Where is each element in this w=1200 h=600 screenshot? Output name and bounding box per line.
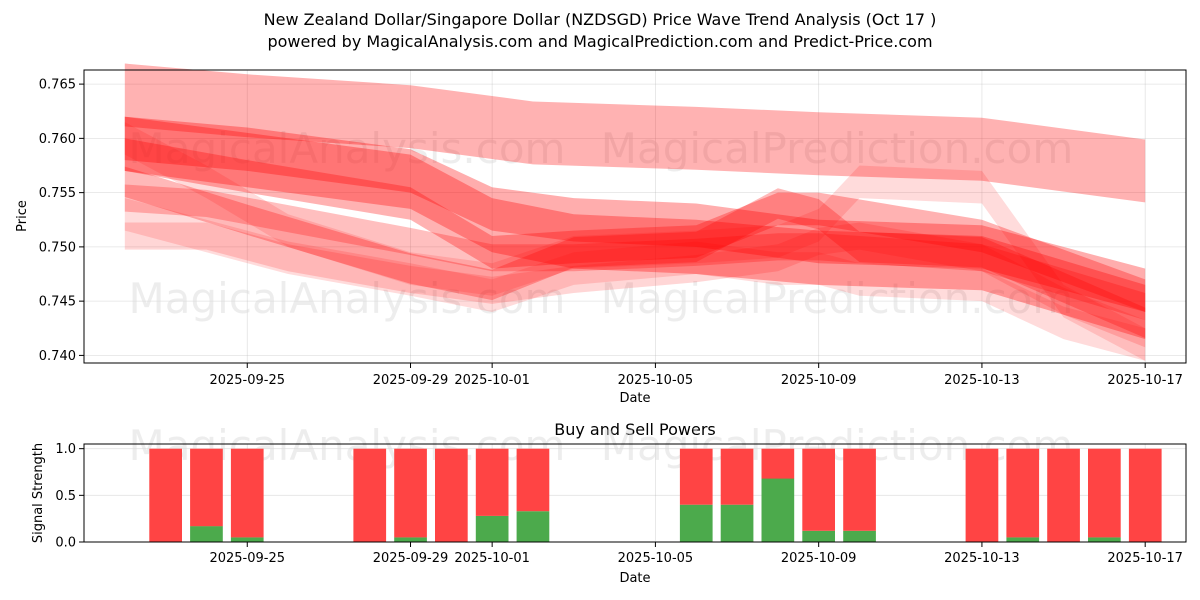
signal-x-tick-label: 2025-09-25 [209, 551, 285, 566]
sell-bar [435, 448, 468, 542]
sell-bar [761, 448, 795, 479]
sell-bar [679, 448, 713, 505]
price-wave-band-6 [124, 166, 1146, 338]
price-x-tick-label: 2025-10-17 [1107, 373, 1183, 388]
watermark-prediction-3: MagicalPrediction.com [601, 421, 1074, 470]
price-y-ticks: 0.740 0.745 0.750 0.755 0.760 0.765 [39, 78, 84, 364]
buy-bar [230, 537, 264, 542]
price-y-tick-label: 0.745 [39, 295, 76, 310]
signal-x-tick-label: 2025-09-29 [373, 551, 449, 566]
price-wave-band-7 [124, 122, 1146, 361]
sell-bar [720, 448, 754, 505]
buy-bar [679, 504, 713, 542]
signal-x-tick-label: 2025-10-09 [781, 551, 857, 566]
signal-watermarks: MagicalAnalysis.com MagicalPrediction.co… [129, 421, 1074, 470]
price-plot-frame [83, 69, 1187, 364]
signal-bars [149, 448, 1162, 542]
signal-x-ticks: 2025-09-25 2025-09-29 2025-10-01 2025-10-05… [209, 542, 1183, 566]
sell-bar [190, 448, 223, 527]
buy-bar [720, 504, 754, 542]
signal-y-tick-label: 1.0 [55, 442, 76, 457]
chart-title-line1: New Zealand Dollar/Singapore Dollar (NZD… [264, 10, 937, 29]
watermark-analysis-1: MagicalAnalysis.com [129, 124, 566, 173]
sell-bar [230, 448, 264, 538]
signal-y-tick-label: 0.0 [55, 536, 76, 551]
sell-bar [516, 448, 550, 512]
sell-bar [149, 448, 182, 542]
buy-bar [190, 526, 223, 542]
price-x-tick-label: 2025-10-13 [944, 373, 1020, 388]
price-x-tick-label: 2025-09-29 [373, 373, 449, 388]
sell-bar [802, 448, 835, 531]
price-y-tick-label: 0.765 [39, 78, 76, 93]
signal-x-tick-label: 2025-10-13 [944, 551, 1020, 566]
watermark-analysis-2: MagicalAnalysis.com [129, 274, 566, 323]
buy-bar [843, 530, 876, 542]
sell-bar [1088, 448, 1121, 538]
price-y-tick-label: 0.755 [39, 186, 76, 201]
price-watermarks: MagicalAnalysis.com MagicalPrediction.co… [129, 124, 1074, 323]
price-waves [124, 63, 1146, 361]
buy-bar [1088, 537, 1121, 542]
sell-bar [1006, 448, 1040, 538]
price-y-tick-label: 0.760 [39, 132, 76, 147]
signal-y-axis-label: Signal Strength [31, 443, 46, 543]
price-x-tick-label: 2025-10-01 [454, 373, 530, 388]
signal-plot-frame [83, 443, 1187, 543]
buy-bar [516, 511, 550, 542]
price-wave-band-5 [124, 138, 1146, 312]
sell-bar [353, 448, 387, 542]
price-x-tick-label: 2025-09-25 [209, 373, 285, 388]
sell-bar [843, 448, 876, 531]
buy-bar [761, 478, 795, 542]
price-x-tick-label: 2025-10-09 [781, 373, 857, 388]
signal-x-tick-label: 2025-10-17 [1107, 551, 1183, 566]
price-y-axis-label: Price [15, 200, 30, 232]
price-wave-band-9 [124, 222, 1146, 348]
watermark-prediction-2: MagicalPrediction.com [601, 274, 1074, 323]
price-x-tick-label: 2025-10-05 [618, 373, 694, 388]
sell-bar [1128, 448, 1162, 542]
sell-bar [475, 448, 509, 516]
price-x-axis-label: Date [619, 391, 650, 406]
price-wave-band-2 [124, 116, 1146, 340]
signal-y-ticks: 0.0 0.5 1.0 [55, 442, 84, 551]
price-wave-band-1 [124, 63, 1146, 203]
buy-bar [475, 515, 509, 542]
price-y-tick-label: 0.740 [39, 349, 76, 364]
price-x-ticks: 2025-09-25 2025-09-29 2025-10-01 2025-10-05… [209, 363, 1183, 388]
signal-chart-title: Buy and Sell Powers [554, 420, 716, 439]
sell-bar [1047, 448, 1080, 542]
price-grid [84, 70, 1186, 363]
price-wave-band-4 [124, 184, 1146, 321]
sell-bar [965, 448, 999, 542]
signal-y-tick-label: 0.5 [55, 489, 76, 504]
price-wave-band-8 [124, 198, 1146, 361]
price-wave-band-3 [124, 116, 1146, 312]
buy-bar [394, 537, 427, 542]
buy-bar [802, 530, 835, 542]
signal-x-tick-label: 2025-10-01 [454, 551, 530, 566]
sell-bar [394, 448, 427, 538]
signal-x-axis-label: Date [619, 571, 650, 586]
watermark-prediction-1: MagicalPrediction.com [601, 124, 1074, 173]
chart-title-line2: powered by MagicalAnalysis.com and Magic… [267, 32, 932, 51]
buy-bar [1006, 537, 1040, 542]
price-y-tick-label: 0.750 [39, 240, 76, 255]
signal-x-tick-label: 2025-10-05 [618, 551, 694, 566]
